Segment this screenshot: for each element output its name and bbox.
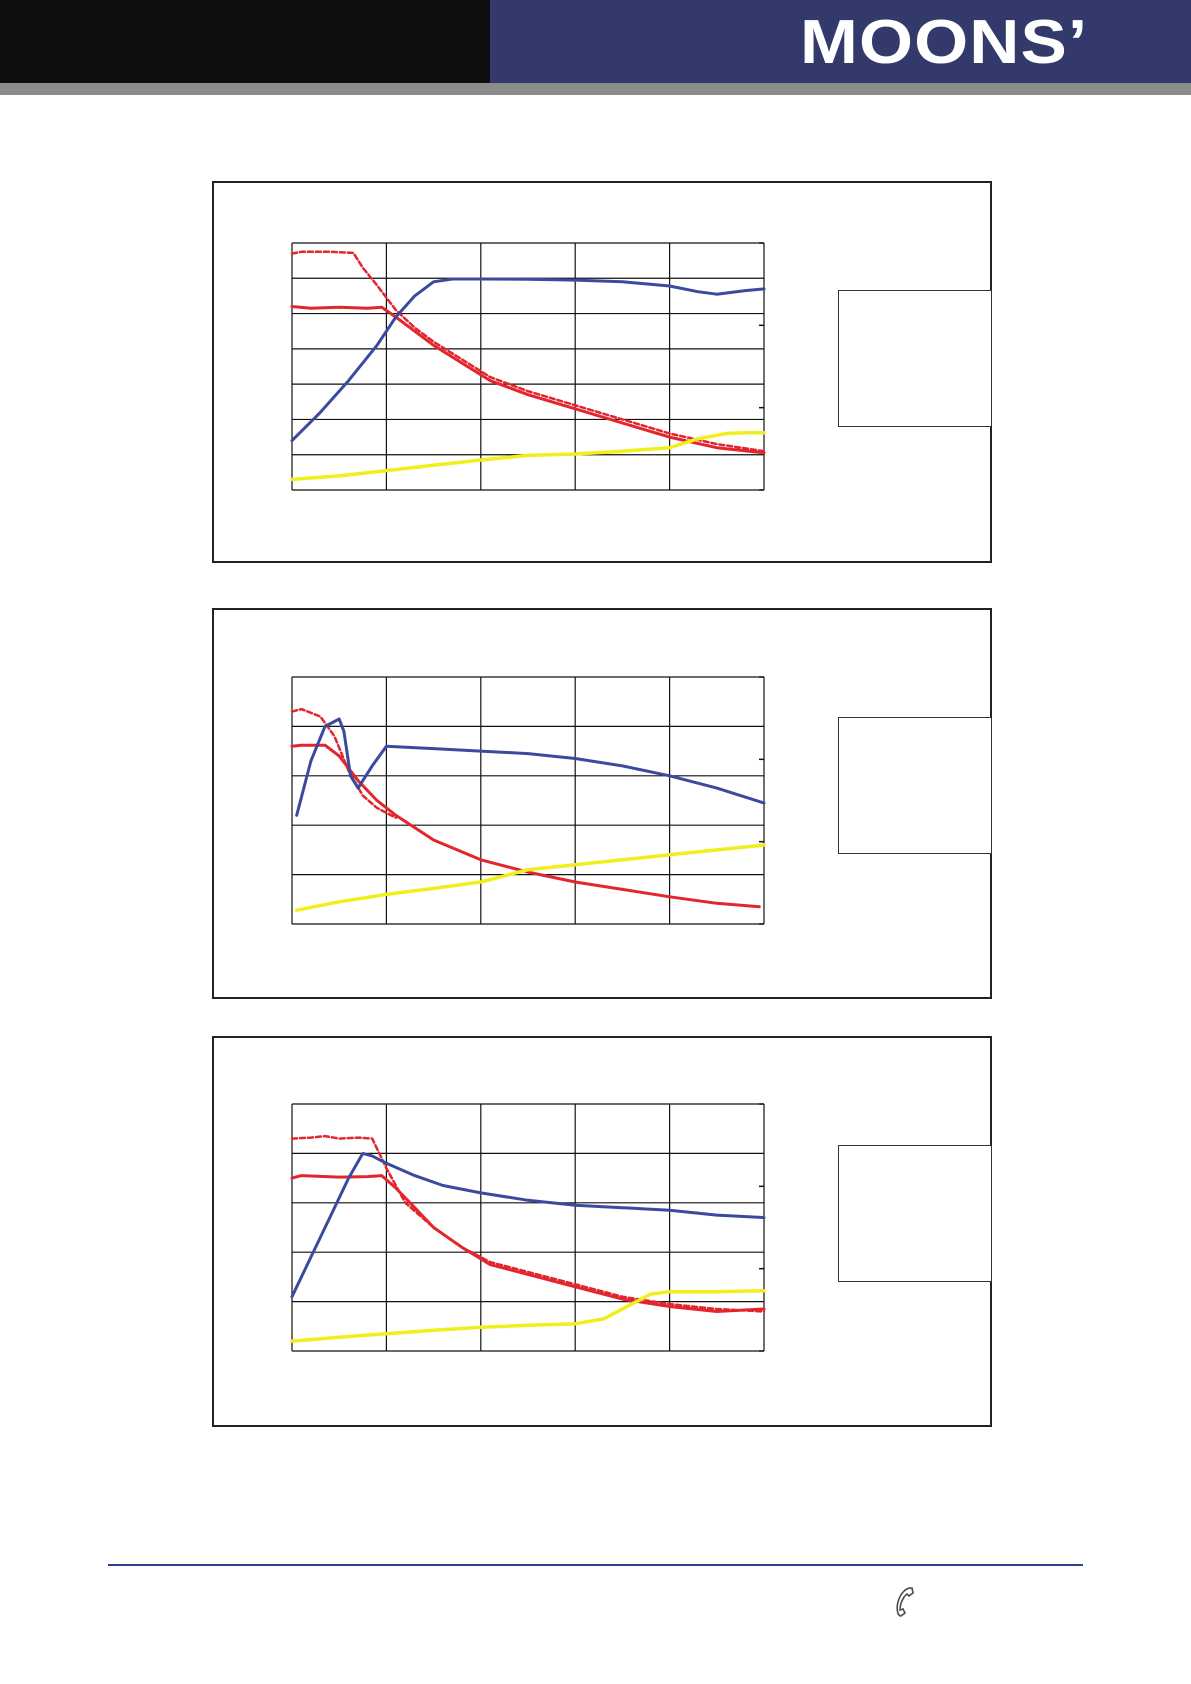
footer-divider xyxy=(108,1564,1083,1566)
chart-panel-3 xyxy=(212,1036,992,1427)
chart-panel-2 xyxy=(212,608,992,999)
phone-icon xyxy=(896,1587,914,1617)
chart-2-legend xyxy=(838,717,992,854)
series-line-red-dashed xyxy=(290,1134,766,1313)
chart-panel-1 xyxy=(212,181,992,563)
chart-2 xyxy=(290,676,886,925)
header-divider-strip xyxy=(0,83,1191,95)
series-line-red-dashed xyxy=(290,707,398,820)
chart-3-legend xyxy=(838,1145,992,1282)
series-line-yellow-solid xyxy=(294,843,766,912)
brand-logo: MOONS’ xyxy=(800,8,1089,77)
series-line-red-solid xyxy=(290,743,761,909)
series-line-blue-solid xyxy=(295,717,766,817)
series-line-yellow-solid xyxy=(290,1288,766,1343)
chart-1 xyxy=(290,242,886,491)
header-brand-block xyxy=(490,0,1191,83)
header-dark-block xyxy=(0,0,490,83)
series-line-red-dashed xyxy=(290,250,766,453)
series-line-red-solid xyxy=(290,305,766,455)
series-line-blue-solid xyxy=(290,277,766,443)
chart-1-legend xyxy=(838,290,992,427)
series-line-yellow-solid xyxy=(290,431,766,482)
series-line-blue-solid xyxy=(290,1151,766,1299)
